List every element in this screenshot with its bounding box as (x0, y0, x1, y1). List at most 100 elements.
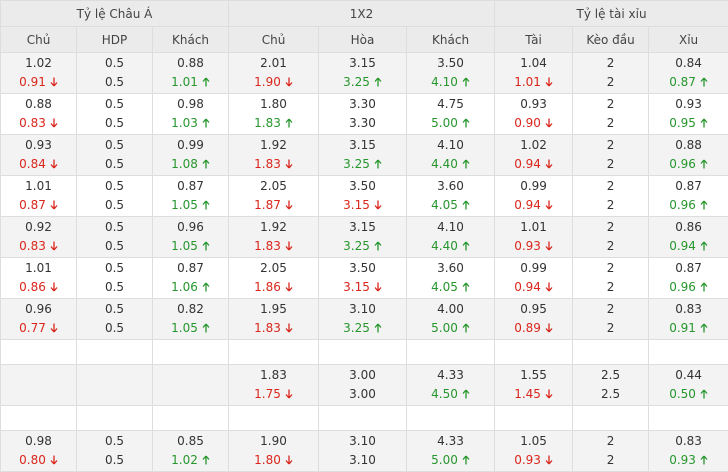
odds-open: 0.96 (153, 218, 228, 237)
column-header: Khách (153, 27, 229, 53)
odds-open: 0.5 (77, 54, 152, 73)
trend-arrow-up (202, 200, 210, 210)
odds-open: 0.93 (649, 95, 728, 114)
odds-value: 2 (607, 453, 615, 467)
odds-current: 1.80 (229, 451, 318, 470)
odds-value: 4.40 (431, 239, 458, 253)
odds-open: 3.50 (319, 259, 406, 278)
odds-value: 5.00 (431, 453, 458, 467)
trend-arrow-up (700, 389, 708, 399)
trend-arrow-up (285, 118, 293, 128)
odds-current: 0.93 (649, 451, 728, 470)
odds-open: 1.02 (1, 54, 76, 73)
odds-current: 3.25 (319, 237, 406, 256)
table-cell (407, 406, 495, 431)
odds-current: 0.90 (495, 114, 572, 133)
odds-current: 0.80 (1, 451, 76, 470)
trend-arrow-up (700, 159, 708, 169)
column-header: Xỉu (649, 27, 728, 53)
odds-open: 2.05 (229, 259, 318, 278)
trend-arrow-down (374, 200, 382, 210)
odds-current: 0.5 (77, 155, 152, 174)
odds-open: 2.05 (229, 177, 318, 196)
trend-arrow-up (700, 241, 708, 251)
odds-value: 4.05 (431, 280, 458, 294)
odds-current: 2 (573, 278, 648, 297)
trend-arrow-down (545, 241, 553, 251)
trend-arrow-down (285, 77, 293, 87)
odds-open: 0.5 (77, 136, 152, 155)
trend-arrow-up (202, 159, 210, 169)
table-cell (319, 406, 407, 431)
odds-value: 1.45 (514, 387, 541, 401)
odds-current: 3.30 (319, 114, 406, 133)
odds-current: 2.5 (573, 385, 648, 404)
trend-arrow-up (462, 77, 470, 87)
odds-value: 2.5 (601, 387, 620, 401)
odds-open: 0.98 (153, 95, 228, 114)
odds-open: 0.87 (153, 259, 228, 278)
trend-arrow-down (50, 282, 58, 292)
odds-value: 0.94 (669, 239, 696, 253)
odds-value: 4.10 (431, 75, 458, 89)
odds-value: 1.83 (254, 321, 281, 335)
odds-open: 4.33 (407, 366, 494, 385)
table-cell (649, 406, 728, 431)
table-cell (319, 340, 407, 365)
trend-arrow-down (374, 282, 382, 292)
table-cell (1, 365, 77, 406)
trend-arrow-up (462, 323, 470, 333)
trend-arrow-up (462, 282, 470, 292)
odds-current: 0.5 (77, 237, 152, 256)
odds-value: 0.91 (669, 321, 696, 335)
trend-arrow-down (285, 389, 293, 399)
odds-current: 1.83 (229, 155, 318, 174)
trend-arrow-up (700, 200, 708, 210)
odds-value: 0.93 (514, 239, 541, 253)
odds-open: 4.10 (407, 218, 494, 237)
odds-current: 1.05 (153, 237, 228, 256)
odds-value: 5.00 (431, 116, 458, 130)
odds-open: 0.84 (649, 54, 728, 73)
trend-arrow-up (462, 455, 470, 465)
odds-current: 0.83 (1, 114, 76, 133)
odds-current: 1.06 (153, 278, 228, 297)
odds-current: 0.50 (649, 385, 728, 404)
trend-arrow-up (462, 118, 470, 128)
odds-value: 0.5 (105, 321, 124, 335)
odds-current: 1.02 (153, 451, 228, 470)
odds-current: 4.40 (407, 155, 494, 174)
odds-open: 1.80 (229, 95, 318, 114)
odds-current: 5.00 (407, 114, 494, 133)
group-header: Tỷ lệ tài xỉu (495, 1, 728, 27)
odds-current: 3.25 (319, 319, 406, 338)
trend-arrow-up (374, 241, 382, 251)
odds-current: 3.00 (319, 385, 406, 404)
odds-current: 1.45 (495, 385, 572, 404)
odds-open: 0.88 (1, 95, 76, 114)
column-header: HDP (77, 27, 153, 53)
